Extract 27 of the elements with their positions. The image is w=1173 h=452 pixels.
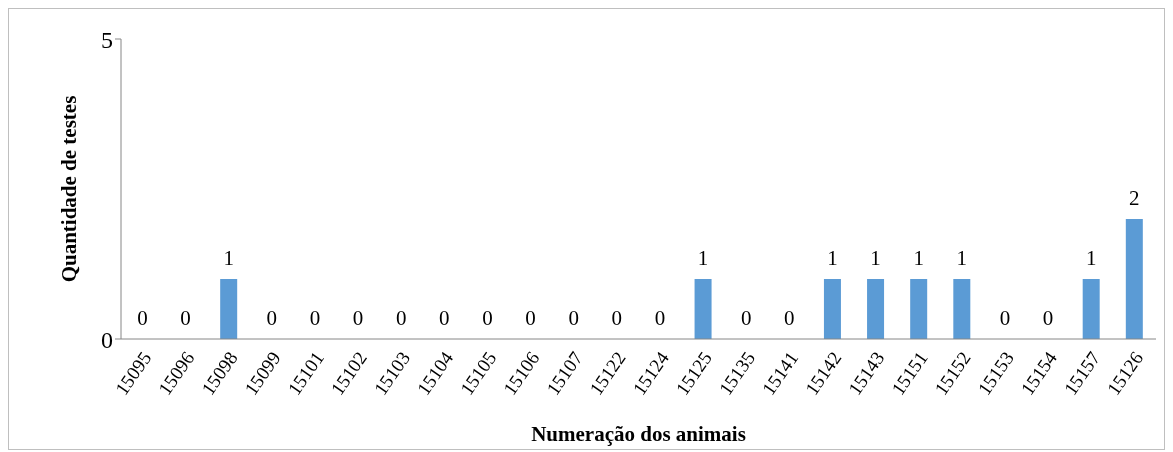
data-label: 0 bbox=[611, 306, 623, 330]
data-label: 0 bbox=[1042, 306, 1054, 330]
data-label: 0 bbox=[654, 306, 666, 330]
data-label: 0 bbox=[740, 306, 752, 330]
data-label: 1 bbox=[870, 246, 881, 270]
data-label: 0 bbox=[395, 306, 407, 330]
data-label: 0 bbox=[352, 306, 364, 330]
y-tick-label: 5 bbox=[101, 26, 113, 53]
data-label: 0 bbox=[999, 306, 1011, 330]
data-label: 0 bbox=[180, 306, 191, 330]
data-label: 0 bbox=[137, 306, 148, 330]
data-label: 0 bbox=[309, 306, 321, 330]
data-label: 1 bbox=[956, 246, 968, 270]
y-axis-title: Quantidade de testes bbox=[57, 95, 82, 283]
data-label: 1 bbox=[697, 246, 709, 270]
data-label: 0 bbox=[568, 306, 579, 330]
data-label: 2 bbox=[1129, 186, 1140, 210]
data-label: 0 bbox=[482, 306, 493, 330]
data-label: 1 bbox=[827, 246, 838, 270]
data-label: 1 bbox=[913, 246, 924, 270]
data-label: 0 bbox=[784, 306, 795, 330]
data-label: 0 bbox=[266, 306, 278, 330]
data-label: 1 bbox=[1085, 246, 1097, 270]
data-label: 1 bbox=[223, 246, 234, 270]
data-label: 0 bbox=[439, 306, 450, 330]
data-label: 0 bbox=[525, 306, 536, 330]
x-axis-title: Numeração dos animais bbox=[531, 422, 746, 446]
